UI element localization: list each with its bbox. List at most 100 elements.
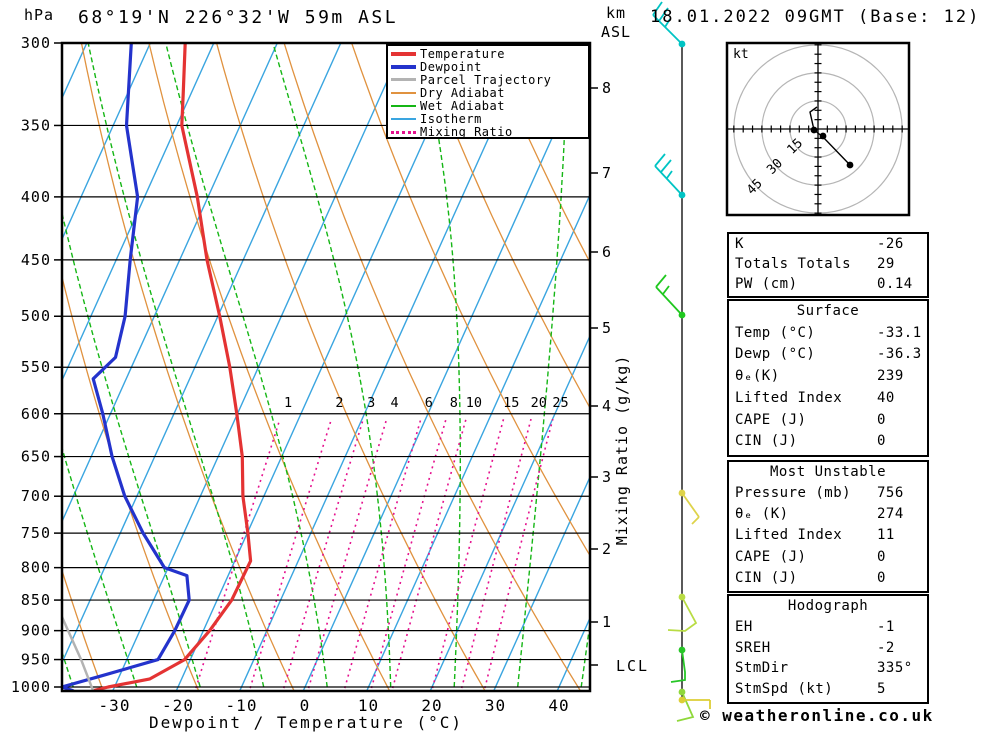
table-row-value: 239 bbox=[877, 368, 904, 385]
wind-barb-staff bbox=[654, 165, 683, 196]
legend-item: Isotherm bbox=[391, 112, 588, 126]
dry-adiabat-line bbox=[148, 42, 391, 692]
mixing-ratio-line bbox=[249, 418, 333, 689]
table-row-value: 0 bbox=[877, 433, 886, 450]
pressure-tick-label: 700 bbox=[21, 487, 51, 505]
info-table-indices: K -26 Totals Totals 29 PW (cm) 0.14 bbox=[727, 232, 929, 298]
wind-barb-feather bbox=[652, 1, 663, 16]
table-row: StmDir 335° bbox=[735, 660, 921, 681]
mixing-ratio-value-label: 15 bbox=[503, 395, 519, 411]
legend-item: Wet Adiabat bbox=[391, 98, 588, 113]
legend-item: Temperature bbox=[391, 47, 588, 61]
temperature-curve bbox=[91, 42, 253, 692]
wet-adiabat-line bbox=[271, 42, 392, 688]
hodograph-trace-dot bbox=[819, 132, 827, 140]
legend-item: Dewpoint bbox=[391, 60, 588, 74]
wind-barb bbox=[670, 646, 686, 683]
table-row-value: 274 bbox=[877, 506, 904, 523]
info-table-surface: Surface Temp (°C) -33.1 Dewp (°C) -36.3 θₑ(K)… bbox=[727, 299, 929, 457]
legend-item: Dry Adiabat bbox=[391, 86, 588, 100]
wet-adiabat-line bbox=[517, 42, 569, 688]
wind-barb bbox=[652, 1, 686, 48]
wind-barb-feather bbox=[654, 153, 666, 167]
table-row: CAPE (J) 0 bbox=[735, 412, 921, 434]
pressure-tick-label: 550 bbox=[21, 358, 51, 376]
table-row: Lifted Index 11 bbox=[735, 527, 921, 548]
table-row-value: 5 bbox=[877, 681, 886, 698]
legend-line-sample bbox=[391, 64, 416, 69]
pressure-tick-label: 300 bbox=[21, 34, 51, 52]
table-row-label: Temp (°C) bbox=[735, 324, 816, 341]
temperature-tick-label: 20 bbox=[421, 696, 442, 715]
pressure-tick-label: 800 bbox=[21, 559, 51, 577]
temperature-tick-label: 30 bbox=[485, 696, 506, 715]
legend-line-sample bbox=[391, 118, 416, 121]
wind-barb-feather bbox=[655, 274, 667, 288]
wet-adiabat-line bbox=[87, 42, 265, 688]
table-row: EH -1 bbox=[735, 619, 921, 640]
wind-barb-dot bbox=[678, 311, 686, 319]
mixing-ratio-value-label: 25 bbox=[552, 395, 568, 411]
table-row: CIN (J) 0 bbox=[735, 433, 921, 455]
temperature-tick-label: -30 bbox=[99, 696, 131, 715]
copyright-text: © weatheronline.co.uk bbox=[700, 706, 934, 725]
mixing-ratio-value-label: 4 bbox=[391, 395, 399, 411]
isotherm-line bbox=[61, 42, 152, 244]
mixing-ratio-line bbox=[344, 418, 422, 689]
dewpoint-curve bbox=[61, 42, 191, 692]
pressure-tick-label: 1000 bbox=[11, 678, 51, 696]
wet-adiabat-line bbox=[419, 42, 461, 688]
table-row-value: 756 bbox=[877, 485, 904, 502]
hodograph-trace-dot bbox=[810, 126, 818, 134]
pressure-tick-label: 650 bbox=[21, 448, 51, 466]
pressure-tick-label: 500 bbox=[21, 307, 51, 325]
wind-barb-staff bbox=[681, 492, 700, 518]
wind-barb-dot bbox=[678, 688, 686, 696]
wind-barb-staff bbox=[667, 596, 698, 632]
mixing-ratio-axis-label: Mixing Ratio (g/kg) bbox=[613, 354, 631, 546]
dry-adiabat-line bbox=[418, 42, 591, 411]
table-row-label: StmDir bbox=[735, 660, 789, 677]
table-row-value: 0 bbox=[877, 548, 886, 565]
mixing-ratio-value-label: 3 bbox=[367, 395, 375, 411]
wind-barb-staff bbox=[652, 14, 683, 45]
table-row-label: Lifted Index bbox=[735, 527, 843, 544]
page-title: 68°19'N 226°32'W 59m ASL bbox=[78, 7, 399, 28]
hodograph-ring-label: 30 bbox=[764, 156, 786, 178]
wind-barb bbox=[678, 489, 700, 525]
table-row-label: CAPE (J) bbox=[735, 548, 807, 565]
wind-barb bbox=[678, 696, 711, 709]
plot-frame bbox=[60, 41, 592, 693]
height-axis-unit-km: km bbox=[606, 4, 627, 22]
mixing-ratio-line bbox=[283, 418, 364, 689]
table-row-label: Lifted Index bbox=[735, 389, 843, 406]
sounding-plot-area: 1 2 3 4 6 8 10 15 20 25 bbox=[61, 42, 591, 692]
table-row-value: 335° bbox=[877, 660, 913, 677]
mixing-ratio-value-label: 8 bbox=[450, 395, 458, 411]
wind-barb-dot bbox=[678, 40, 686, 48]
legend-item-label: Wet Adiabat bbox=[420, 98, 505, 113]
table-row-label: SREH bbox=[735, 639, 771, 656]
wind-barb-feather bbox=[664, 18, 671, 28]
wind-barb-feather bbox=[658, 7, 669, 22]
legend-line-sample bbox=[391, 78, 416, 82]
table-row-label: Dewp (°C) bbox=[735, 346, 816, 363]
wind-barb-feather bbox=[662, 285, 670, 295]
lcl-label: LCL bbox=[616, 657, 650, 675]
table-row-label: PW (cm) bbox=[735, 276, 798, 292]
km-tick-label: 2 bbox=[602, 540, 611, 558]
km-tick-label: 3 bbox=[602, 468, 611, 486]
dry-adiabat-line bbox=[80, 42, 296, 692]
isotherm-line bbox=[492, 473, 591, 692]
table-row-label: Pressure (mb) bbox=[735, 485, 852, 502]
table-title: Most Unstable bbox=[769, 464, 887, 480]
table-row-value: -36.3 bbox=[877, 346, 922, 363]
wind-barb-staff bbox=[676, 691, 695, 722]
temperature-axis-label: Dewpoint / Temperature (°C) bbox=[148, 713, 464, 732]
wind-barb-dot bbox=[678, 191, 686, 199]
hodograph-frame bbox=[725, 41, 911, 217]
pressure-tick-label: 750 bbox=[21, 524, 51, 542]
mixing-ratio-line bbox=[391, 418, 467, 689]
temperature-tick-label: 10 bbox=[358, 696, 379, 715]
pressure-axis-unit: hPa bbox=[24, 6, 55, 24]
